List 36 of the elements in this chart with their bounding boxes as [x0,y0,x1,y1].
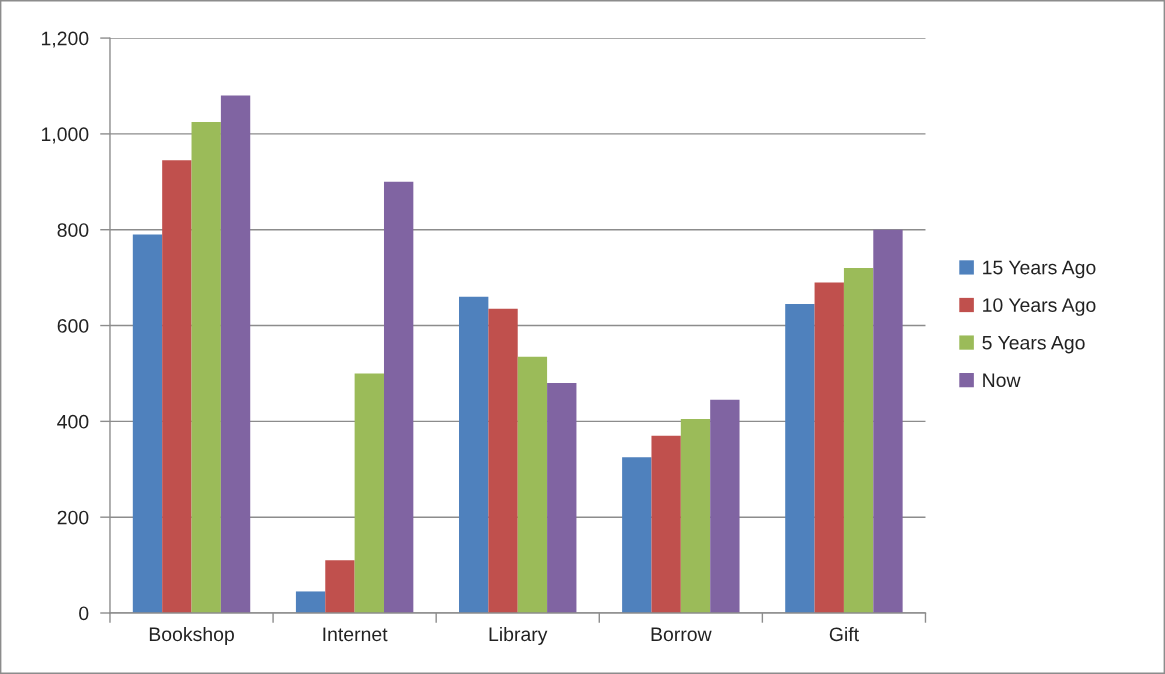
y-tick-label: 0 [79,606,89,621]
bar [547,383,577,613]
bar [162,160,192,613]
legend-label: 10 Years Ago [983,298,1096,316]
bar [191,121,221,613]
bar [873,229,903,613]
y-tick-label: 800 [57,223,89,237]
bar [325,560,355,613]
bar [459,296,489,613]
y-tick-label: 1,000 [41,127,89,144]
bar [354,373,384,613]
bar [710,399,740,613]
bar [132,234,163,613]
y-tick-label: 600 [57,319,89,333]
bar [680,418,711,613]
bar [517,356,548,613]
y-tick-label: 200 [57,510,89,525]
x-tick-label: Gift [829,626,859,642]
x-tick-label: Borrow [651,627,712,642]
y-tick-label: 1,200 [41,31,89,48]
y-tick-label: 400 [57,414,89,429]
bar [843,268,874,613]
x-tick-label: Bookshop [149,626,234,646]
legend-label: Now [983,373,1021,388]
legend-label: 15 Years Ago [983,260,1096,279]
bar [220,95,251,613]
bar [622,457,652,613]
bar [295,591,326,613]
legend-label: 5 Years Ago [982,335,1085,354]
bar [383,181,414,613]
x-tick-label: Internet [323,627,388,642]
bar [488,308,518,613]
x-tick-label: Library [489,626,548,646]
bar [651,435,681,613]
bar [785,303,815,613]
bar [814,282,844,613]
